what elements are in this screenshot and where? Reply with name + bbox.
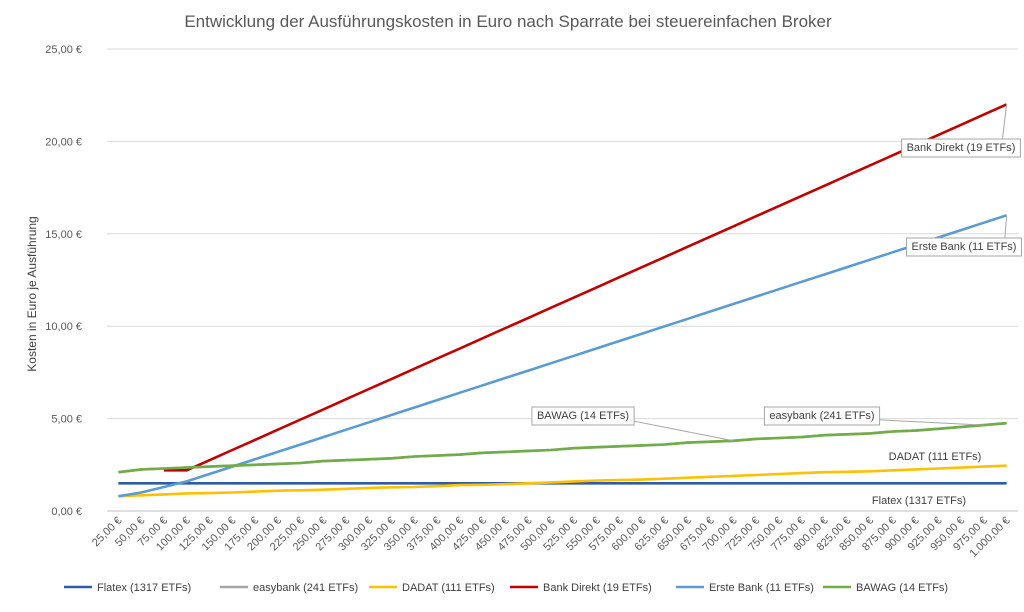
legend-label: BAWAG (14 ETFs) (856, 582, 948, 594)
gridlines (107, 48, 1018, 512)
annotation-text: Erste Bank (11 ETFs) (912, 241, 1017, 253)
legend-label: Bank Direkt (19 ETFs) (543, 582, 652, 594)
legend-label: Flatex (1317 ETFs) (97, 582, 191, 594)
annotation-text: Flatex (1317 ETFs) (872, 495, 966, 507)
legend-item: DADAT (111 ETFs) (369, 582, 495, 594)
annotation-text: easybank (241 ETFs) (769, 410, 874, 422)
annotation-box (906, 237, 1022, 257)
chart-title: Entwicklung der Ausführungskosten in Eur… (184, 12, 832, 31)
series-line (118, 464, 1007, 498)
annotation-box (531, 406, 635, 426)
annotation-label: Flatex (1317 ETFs) (872, 495, 966, 507)
y-tick-label: 15,00 € (45, 229, 82, 241)
annotation-label: DADAT (111 ETFs) (889, 451, 982, 463)
annotation-box (901, 138, 1021, 158)
legend-item: Bank Direkt (19 ETFs) (510, 582, 652, 594)
legend-item: BAWAG (14 ETFs) (823, 582, 948, 594)
series-line (118, 214, 1008, 498)
annotation-label: Erste Bank (11 ETFs) (906, 237, 1022, 257)
legend-label: easybank (241 ETFs) (253, 582, 358, 594)
series-lines (118, 103, 1008, 498)
legend-label: DADAT (111 ETFs) (402, 582, 495, 594)
y-tick-label: 25,00 € (45, 44, 82, 56)
legend-item: Flatex (1317 ETFs) (64, 582, 191, 594)
y-tick-label: 5,00 € (51, 414, 82, 426)
legend-item: Erste Bank (11 ETFs) (676, 582, 814, 594)
x-tick-labels: 25,00 €50,00 €75,00 €100,00 €125,00 €150… (90, 515, 1013, 560)
annotation-label: Bank Direkt (19 ETFs) (901, 138, 1021, 158)
annotation-text: DADAT (111 ETFs) (889, 451, 982, 463)
y-tick-label: 20,00 € (45, 136, 82, 148)
y-tick-label: 10,00 € (45, 321, 82, 333)
annotation-text: Bank Direkt (19 ETFs) (907, 142, 1016, 154)
y-tick-labels: 0,00 € 5,00 € 10,00 € 15,00 € 20,00 € 25,00 € (45, 44, 82, 518)
annotation-box (763, 406, 881, 426)
legend: Flatex (1317 ETFs) easybank (241 ETFs) DAD… (64, 582, 948, 594)
annotation-label: BAWAG (14 ETFs) (531, 406, 635, 426)
series-line (163, 103, 1008, 472)
y-axis-label: Kosten in Euro je Ausführung (25, 216, 39, 371)
annotation-text: BAWAG (14 ETFs) (537, 410, 629, 422)
y-tick-label: 0,00 € (51, 506, 82, 518)
legend-item: easybank (241 ETFs) (220, 582, 358, 594)
annotations: Bank Direkt (19 ETFs) Erste Bank (11 ETFs… (531, 104, 1022, 507)
annotation-leader-line (861, 418, 984, 426)
annotation-leader-line (622, 418, 734, 442)
annotation-label: easybank (241 ETFs) (763, 406, 881, 426)
series-line (118, 421, 1007, 474)
legend-label: Erste Bank (11 ETFs) (709, 582, 814, 594)
